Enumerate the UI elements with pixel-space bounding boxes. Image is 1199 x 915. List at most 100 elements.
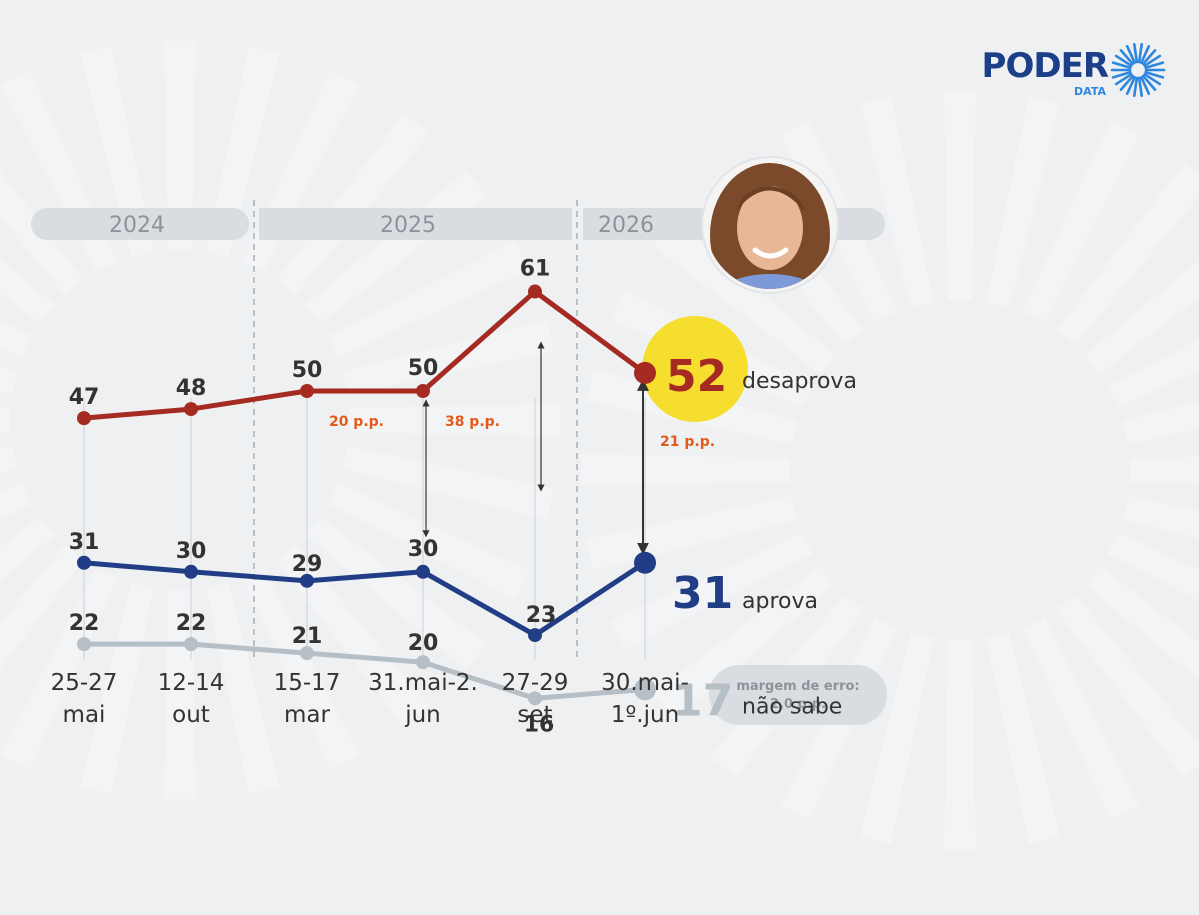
background-ray <box>342 319 554 394</box>
background-ray <box>0 516 55 581</box>
background-ray <box>0 567 118 769</box>
background-ray <box>0 482 33 521</box>
margin-of-error-note: margem de erro: 2,0 p.p. <box>709 665 887 725</box>
x-tick-label: out <box>172 702 210 728</box>
background-ray <box>944 639 976 850</box>
gap-label: 21 p.p. <box>660 434 715 450</box>
x-tick-label: jun <box>404 702 441 728</box>
background-ray <box>342 446 554 521</box>
data-point-aprova <box>77 555 91 570</box>
year-label-2026: 2026 <box>598 213 654 238</box>
data-label-aprova: 31 <box>69 530 100 555</box>
data-point-nao_sabe <box>528 691 542 706</box>
x-tick-label: set <box>517 702 552 728</box>
sunburst-ray <box>1111 70 1132 79</box>
year-label-2025: 2025 <box>380 213 436 238</box>
sunburst-ray <box>1144 70 1165 79</box>
series-name-aprova: aprova <box>742 589 818 614</box>
background-ray <box>79 46 154 258</box>
data-label-nao_sabe: 20 <box>408 631 439 656</box>
background-ray <box>986 96 1061 308</box>
background-ray <box>0 545 84 670</box>
background-ray <box>986 632 1061 844</box>
background-ray <box>1022 121 1140 323</box>
data-point-nao_sabe <box>416 655 430 670</box>
gap-label: 38 p.p. <box>445 414 500 430</box>
sunburst-ray <box>1125 45 1136 65</box>
data-label-nao_sabe: 16 <box>524 712 555 737</box>
sunburst-ray <box>1140 75 1151 95</box>
series-line-desaprova <box>81 289 648 421</box>
year-band-2025-bg <box>259 208 572 240</box>
background-ray <box>305 516 487 670</box>
x-tick-label: 30.mai- <box>601 670 689 696</box>
sunburst-ray <box>1141 74 1157 91</box>
background-ray <box>0 407 11 433</box>
year-band-2024-bg <box>31 208 249 240</box>
logo-text: PODER <box>982 46 1109 86</box>
sunburst-ray <box>1137 42 1144 64</box>
data-point-aprova <box>528 628 542 643</box>
background-ray <box>1056 595 1199 777</box>
background-ray <box>1107 339 1199 408</box>
logo-subtext: DATA <box>1074 85 1106 98</box>
data-label-desaprova: 50 <box>408 356 439 381</box>
data-label-nao_sabe: 22 <box>69 611 100 636</box>
background-ray <box>0 319 33 358</box>
sunburst-ray <box>1125 75 1136 95</box>
poder-data-logo: PODER DATA <box>982 42 1166 98</box>
background-ray <box>1122 496 1199 539</box>
sunburst-ray <box>1119 49 1135 66</box>
end-value-aprova: 31 <box>672 568 733 619</box>
background-ray <box>1122 401 1199 444</box>
sunburst-ray <box>1137 76 1144 98</box>
data-label-aprova: 29 <box>292 552 323 577</box>
data-label-aprova: 30 <box>408 537 439 562</box>
background-ray <box>242 567 360 769</box>
background-ray <box>859 632 934 844</box>
data-label-aprova: 23 <box>526 603 557 628</box>
background-ray <box>206 582 281 794</box>
data-point-nao_sabe <box>300 646 314 661</box>
background-ray <box>653 566 835 720</box>
background-ray <box>0 446 18 474</box>
sunburst-ray <box>1114 54 1133 67</box>
background-ray <box>206 46 281 258</box>
sunburst-ray <box>1114 73 1133 86</box>
background-ray <box>0 259 55 324</box>
background-ray <box>1022 617 1140 819</box>
x-tick-label: mar <box>284 702 330 728</box>
data-point-aprova <box>300 573 314 588</box>
background-ray <box>327 482 529 600</box>
background-ray <box>1085 566 1199 680</box>
data-point-aprova <box>416 564 430 579</box>
sunburst-icon <box>1110 42 1166 98</box>
x-tick-label: 1º.jun <box>611 702 679 728</box>
sunburst-ray <box>1132 42 1139 64</box>
sunburst-ray <box>1144 61 1165 70</box>
background-ray <box>859 96 934 308</box>
x-tick-label: mai <box>63 702 106 728</box>
data-point-desaprova <box>77 411 91 426</box>
sunburst-ray <box>1119 74 1135 91</box>
portrait-photo <box>701 156 839 294</box>
series-name-desaprova: desaprova <box>742 369 857 394</box>
data-point-aprova <box>634 551 656 574</box>
background-ray <box>276 545 430 727</box>
background-rays <box>0 40 1199 850</box>
x-tick-label: 15-17 <box>274 670 341 696</box>
end-value-desaprova: 52 <box>666 351 727 402</box>
background-ray <box>327 240 529 358</box>
background-ray <box>0 366 18 394</box>
data-label-desaprova: 48 <box>176 376 207 401</box>
series-line-aprova <box>81 560 648 638</box>
sunburst-ray <box>1111 61 1132 70</box>
background-ray <box>1085 260 1199 374</box>
data-point-nao_sabe <box>634 678 656 701</box>
data-point-nao_sabe <box>77 637 91 652</box>
background-ray <box>164 40 196 251</box>
chart-plot-area: 20 p.p. 38 p.p. 21 p.p. 47 48 50 50 61 52 desapro… <box>51 257 857 738</box>
background-ray <box>79 582 154 794</box>
background-ray <box>580 454 791 486</box>
